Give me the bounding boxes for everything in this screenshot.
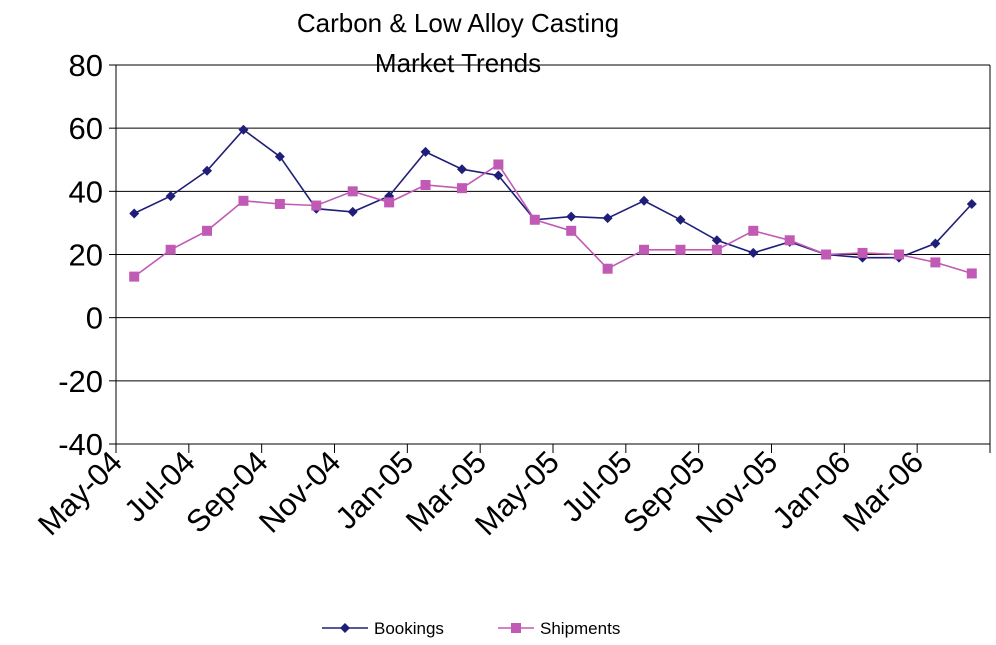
shipments-point	[821, 249, 832, 260]
legend: Bookings Shipments	[322, 619, 620, 638]
bookings-point	[420, 146, 431, 157]
bookings-point	[347, 206, 358, 217]
shipments-point	[566, 225, 577, 236]
x-tick-label: Sep-05	[616, 444, 711, 539]
shipments-point	[639, 244, 650, 255]
bookings-point	[165, 191, 176, 202]
bookings-point	[456, 164, 467, 175]
shipments-point	[347, 186, 358, 197]
shipments-point	[602, 263, 613, 274]
y-tick-label: 80	[69, 48, 103, 83]
chart-title-line-2: Market Trends	[375, 48, 541, 78]
bookings-point	[274, 151, 285, 162]
shipments-point	[784, 235, 795, 246]
bookings-point	[930, 238, 941, 249]
x-axis: May-04Jul-04Sep-04Nov-04Jan-05Mar-05May-…	[31, 443, 991, 542]
bookings-line	[133, 128, 973, 259]
shipments-point	[857, 247, 868, 258]
y-tick-label: -20	[58, 364, 103, 399]
bookings-point	[238, 124, 249, 135]
bookings-point	[639, 195, 650, 206]
shipments-point	[930, 257, 941, 268]
shipments-point	[893, 249, 904, 260]
x-tick-label: Mar-06	[836, 444, 930, 538]
series-bookings	[129, 124, 977, 263]
shipments-point	[456, 183, 467, 194]
bookings-point	[602, 213, 613, 224]
legend-diamond-marker	[340, 623, 350, 633]
bookings-point	[202, 165, 213, 176]
shipments-point	[311, 200, 322, 211]
shipments-point	[529, 214, 540, 225]
bookings-point	[493, 170, 504, 181]
y-tick-label: 40	[69, 174, 103, 209]
shipments-point	[165, 244, 176, 255]
x-tick-label: Sep-04	[179, 444, 274, 539]
shipments-point	[748, 225, 759, 236]
legend-square-marker	[511, 623, 521, 633]
x-tick-label: Nov-05	[689, 444, 784, 539]
bookings-point	[966, 198, 977, 209]
y-tick-label: 60	[69, 111, 103, 146]
shipments-point	[238, 195, 249, 206]
shipments-point	[966, 268, 977, 279]
shipments-point	[493, 159, 504, 170]
legend-label: Shipments	[540, 619, 620, 638]
shipments-point	[384, 197, 395, 208]
legend-label: Bookings	[374, 619, 444, 638]
shipments-line	[133, 163, 973, 278]
shipments-point	[129, 271, 140, 282]
y-tick-label: 20	[69, 238, 103, 273]
bookings-point	[675, 214, 686, 225]
y-axis: 80 60 40 20 0 -20 -40	[58, 48, 117, 462]
shipments-point	[420, 180, 431, 191]
bookings-point	[748, 247, 759, 258]
shipments-point	[274, 198, 285, 209]
shipments-point	[675, 244, 686, 255]
y-tick-label: 0	[86, 301, 103, 336]
legend-item-bookings: Bookings	[322, 619, 444, 638]
bookings-point	[129, 208, 140, 219]
bookings-point	[711, 235, 722, 246]
series-shipments	[129, 159, 977, 282]
series-group	[129, 124, 977, 282]
x-tick-label: Nov-04	[252, 444, 347, 539]
shipments-point	[711, 244, 722, 255]
bookings-point	[566, 211, 577, 222]
chart-title-line-1: Carbon & Low Alloy Casting	[297, 8, 619, 38]
shipments-point	[202, 225, 213, 236]
y-tick-label: -40	[58, 427, 103, 462]
legend-item-shipments: Shipments	[498, 619, 620, 638]
